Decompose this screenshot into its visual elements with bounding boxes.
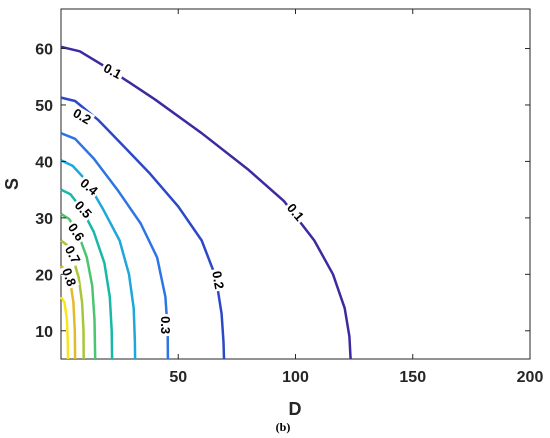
contour-label-background: [283, 199, 308, 226]
contour-line-0-7: [60, 239, 85, 360]
contour-label-text: 0.2: [209, 270, 227, 290]
contour-label-0-2: 0.2: [209, 267, 227, 293]
x-tick-label: 150: [399, 369, 426, 386]
contour-label-0-1: 0.1: [99, 59, 126, 83]
contour-label-background: [58, 264, 80, 290]
x-tick-label: 100: [282, 369, 309, 386]
y-tick-label: 40: [35, 154, 53, 171]
contour-label-text: 0.1: [101, 60, 124, 82]
plot-area: [60, 8, 531, 360]
contour-line-0-4: [60, 159, 137, 360]
contour-label-0-8: 0.8: [58, 264, 80, 290]
y-tick-label: 10: [35, 324, 53, 341]
y-tick-label: 50: [35, 98, 53, 115]
y-axis-ticks: 10 20 30 40 50 60: [35, 42, 530, 341]
contour-label-background: [76, 174, 103, 200]
contour-line-0-5: [60, 188, 114, 360]
y-tick-label: 20: [35, 267, 53, 284]
contour-label-background: [64, 218, 89, 246]
contour-label-text: 0.8: [59, 266, 79, 288]
figure-caption: (b): [276, 420, 291, 434]
y-tick-label: 30: [35, 211, 53, 228]
contour-label-background: [99, 59, 126, 83]
contour-line-0-6: [60, 212, 97, 360]
y-tick-label: 60: [35, 42, 53, 59]
contour-label-background: [61, 241, 85, 268]
contour-label-0-3: 0.3: [158, 314, 173, 337]
x-axis-label: D: [289, 399, 302, 419]
contour-label-background: [70, 196, 96, 223]
contour-label-background: [209, 267, 227, 293]
contour-label-background: [69, 104, 96, 128]
contour-label-0-7: 0.7: [61, 241, 85, 268]
contour-label-text: 0.7: [62, 243, 84, 266]
y-axis-label: S: [2, 178, 22, 190]
contour-label-background: [158, 314, 173, 337]
x-tick-label: 50: [169, 369, 187, 386]
x-axis-ticks: 50 100 150 200: [169, 9, 543, 386]
contour-label-text: 0.3: [158, 316, 173, 334]
contour-line-0-9: [59, 296, 70, 360]
x-tick-label: 200: [517, 369, 544, 386]
